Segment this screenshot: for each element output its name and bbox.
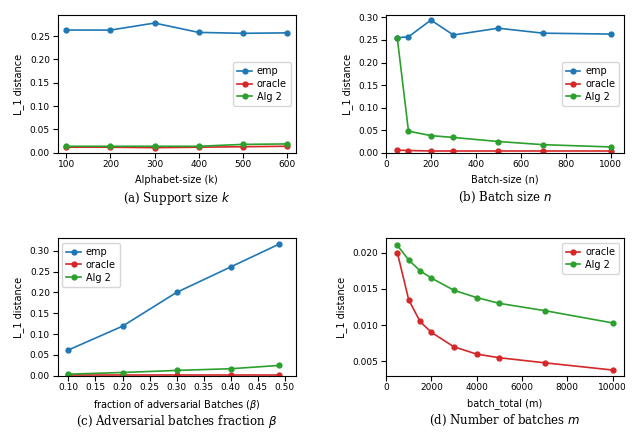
emp [239, 31, 246, 36]
Y-axis label: L_1 distance: L_1 distance [13, 54, 24, 114]
emp [394, 35, 401, 40]
emp [540, 31, 547, 36]
Text: (b) Batch size $n$: (b) Batch size $n$ [458, 190, 552, 205]
Alg 2 [63, 144, 70, 149]
oracle [427, 149, 435, 154]
emp [449, 32, 457, 38]
Alg 2 [541, 308, 548, 313]
Alg 2 [107, 144, 115, 149]
oracle [394, 147, 401, 152]
Alg 2 [495, 139, 502, 144]
Alg 2 [428, 276, 435, 281]
Alg 2 [405, 257, 413, 263]
oracle [239, 144, 246, 149]
emp [107, 28, 115, 33]
oracle [227, 372, 234, 377]
Alg 2 [607, 144, 614, 149]
Alg 2 [473, 295, 481, 300]
oracle [150, 145, 158, 150]
X-axis label: fraction of adversarial Batches ($\beta$): fraction of adversarial Batches ($\beta$… [93, 398, 260, 412]
Alg 2 [450, 288, 458, 293]
Line: Alg 2: Alg 2 [395, 35, 613, 149]
X-axis label: Alphabet-size (k): Alphabet-size (k) [135, 175, 218, 185]
Alg 2 [540, 142, 547, 147]
Y-axis label: L_1 distance: L_1 distance [336, 276, 347, 337]
Legend: oracle, Alg 2: oracle, Alg 2 [562, 243, 619, 274]
Line: emp: emp [395, 18, 613, 40]
oracle [65, 372, 72, 377]
emp [195, 30, 202, 35]
oracle [495, 355, 503, 360]
emp [275, 241, 283, 247]
Line: oracle: oracle [64, 144, 289, 150]
emp [118, 324, 126, 329]
Text: (a) Support size $k$: (a) Support size $k$ [123, 190, 230, 206]
Alg 2 [173, 368, 180, 373]
oracle [495, 149, 502, 154]
oracle [540, 149, 547, 154]
emp [150, 20, 158, 25]
Alg 2 [404, 129, 412, 134]
Alg 2 [416, 268, 424, 273]
Alg 2 [150, 144, 158, 149]
Line: oracle: oracle [395, 148, 613, 153]
Alg 2 [275, 363, 283, 368]
oracle [609, 368, 616, 373]
oracle [63, 145, 70, 150]
Text: (c) Adversarial batches fraction $\beta$: (c) Adversarial batches fraction $\beta$ [76, 413, 277, 429]
emp [65, 347, 72, 353]
Alg 2 [609, 321, 616, 326]
oracle [541, 360, 548, 365]
Y-axis label: L_1 distance: L_1 distance [13, 276, 24, 337]
oracle [195, 145, 202, 150]
oracle [428, 330, 435, 335]
Line: oracle: oracle [66, 372, 282, 377]
oracle [473, 352, 481, 357]
oracle [173, 372, 180, 377]
oracle [107, 145, 115, 150]
oracle [118, 372, 126, 377]
Alg 2 [227, 366, 234, 372]
oracle [283, 144, 291, 149]
emp [283, 30, 291, 35]
oracle [416, 319, 424, 324]
Alg 2 [449, 135, 457, 140]
Legend: emp, oracle, Alg 2: emp, oracle, Alg 2 [234, 62, 291, 106]
emp [427, 17, 435, 22]
Line: oracle: oracle [395, 250, 615, 372]
emp [404, 34, 412, 39]
oracle [394, 250, 401, 255]
oracle [404, 148, 412, 153]
Text: (d) Number of batches $m$: (d) Number of batches $m$ [429, 413, 580, 428]
Alg 2 [495, 301, 503, 306]
emp [607, 32, 614, 37]
oracle [275, 372, 283, 377]
Alg 2 [427, 133, 435, 138]
oracle [405, 297, 413, 302]
Alg 2 [394, 35, 401, 40]
Line: emp: emp [64, 21, 289, 36]
Alg 2 [394, 243, 401, 248]
emp [173, 290, 180, 295]
Alg 2 [283, 141, 291, 146]
emp [495, 25, 502, 31]
Line: Alg 2: Alg 2 [395, 243, 615, 325]
Line: Alg 2: Alg 2 [64, 142, 289, 149]
oracle [607, 149, 614, 154]
Y-axis label: L_1 distance: L_1 distance [342, 54, 353, 114]
X-axis label: batch_total (m): batch_total (m) [467, 398, 543, 409]
emp [63, 28, 70, 33]
oracle [449, 149, 457, 154]
Legend: emp, oracle, Alg 2: emp, oracle, Alg 2 [562, 62, 619, 106]
Alg 2 [118, 370, 126, 375]
Alg 2 [195, 144, 202, 149]
oracle [450, 344, 458, 349]
emp [227, 264, 234, 270]
Alg 2 [239, 142, 246, 147]
Line: emp: emp [66, 241, 282, 353]
Line: Alg 2: Alg 2 [66, 363, 282, 377]
Alg 2 [65, 372, 72, 377]
X-axis label: Batch-size (n): Batch-size (n) [471, 175, 539, 185]
Legend: emp, oracle, Alg 2: emp, oracle, Alg 2 [63, 243, 120, 287]
